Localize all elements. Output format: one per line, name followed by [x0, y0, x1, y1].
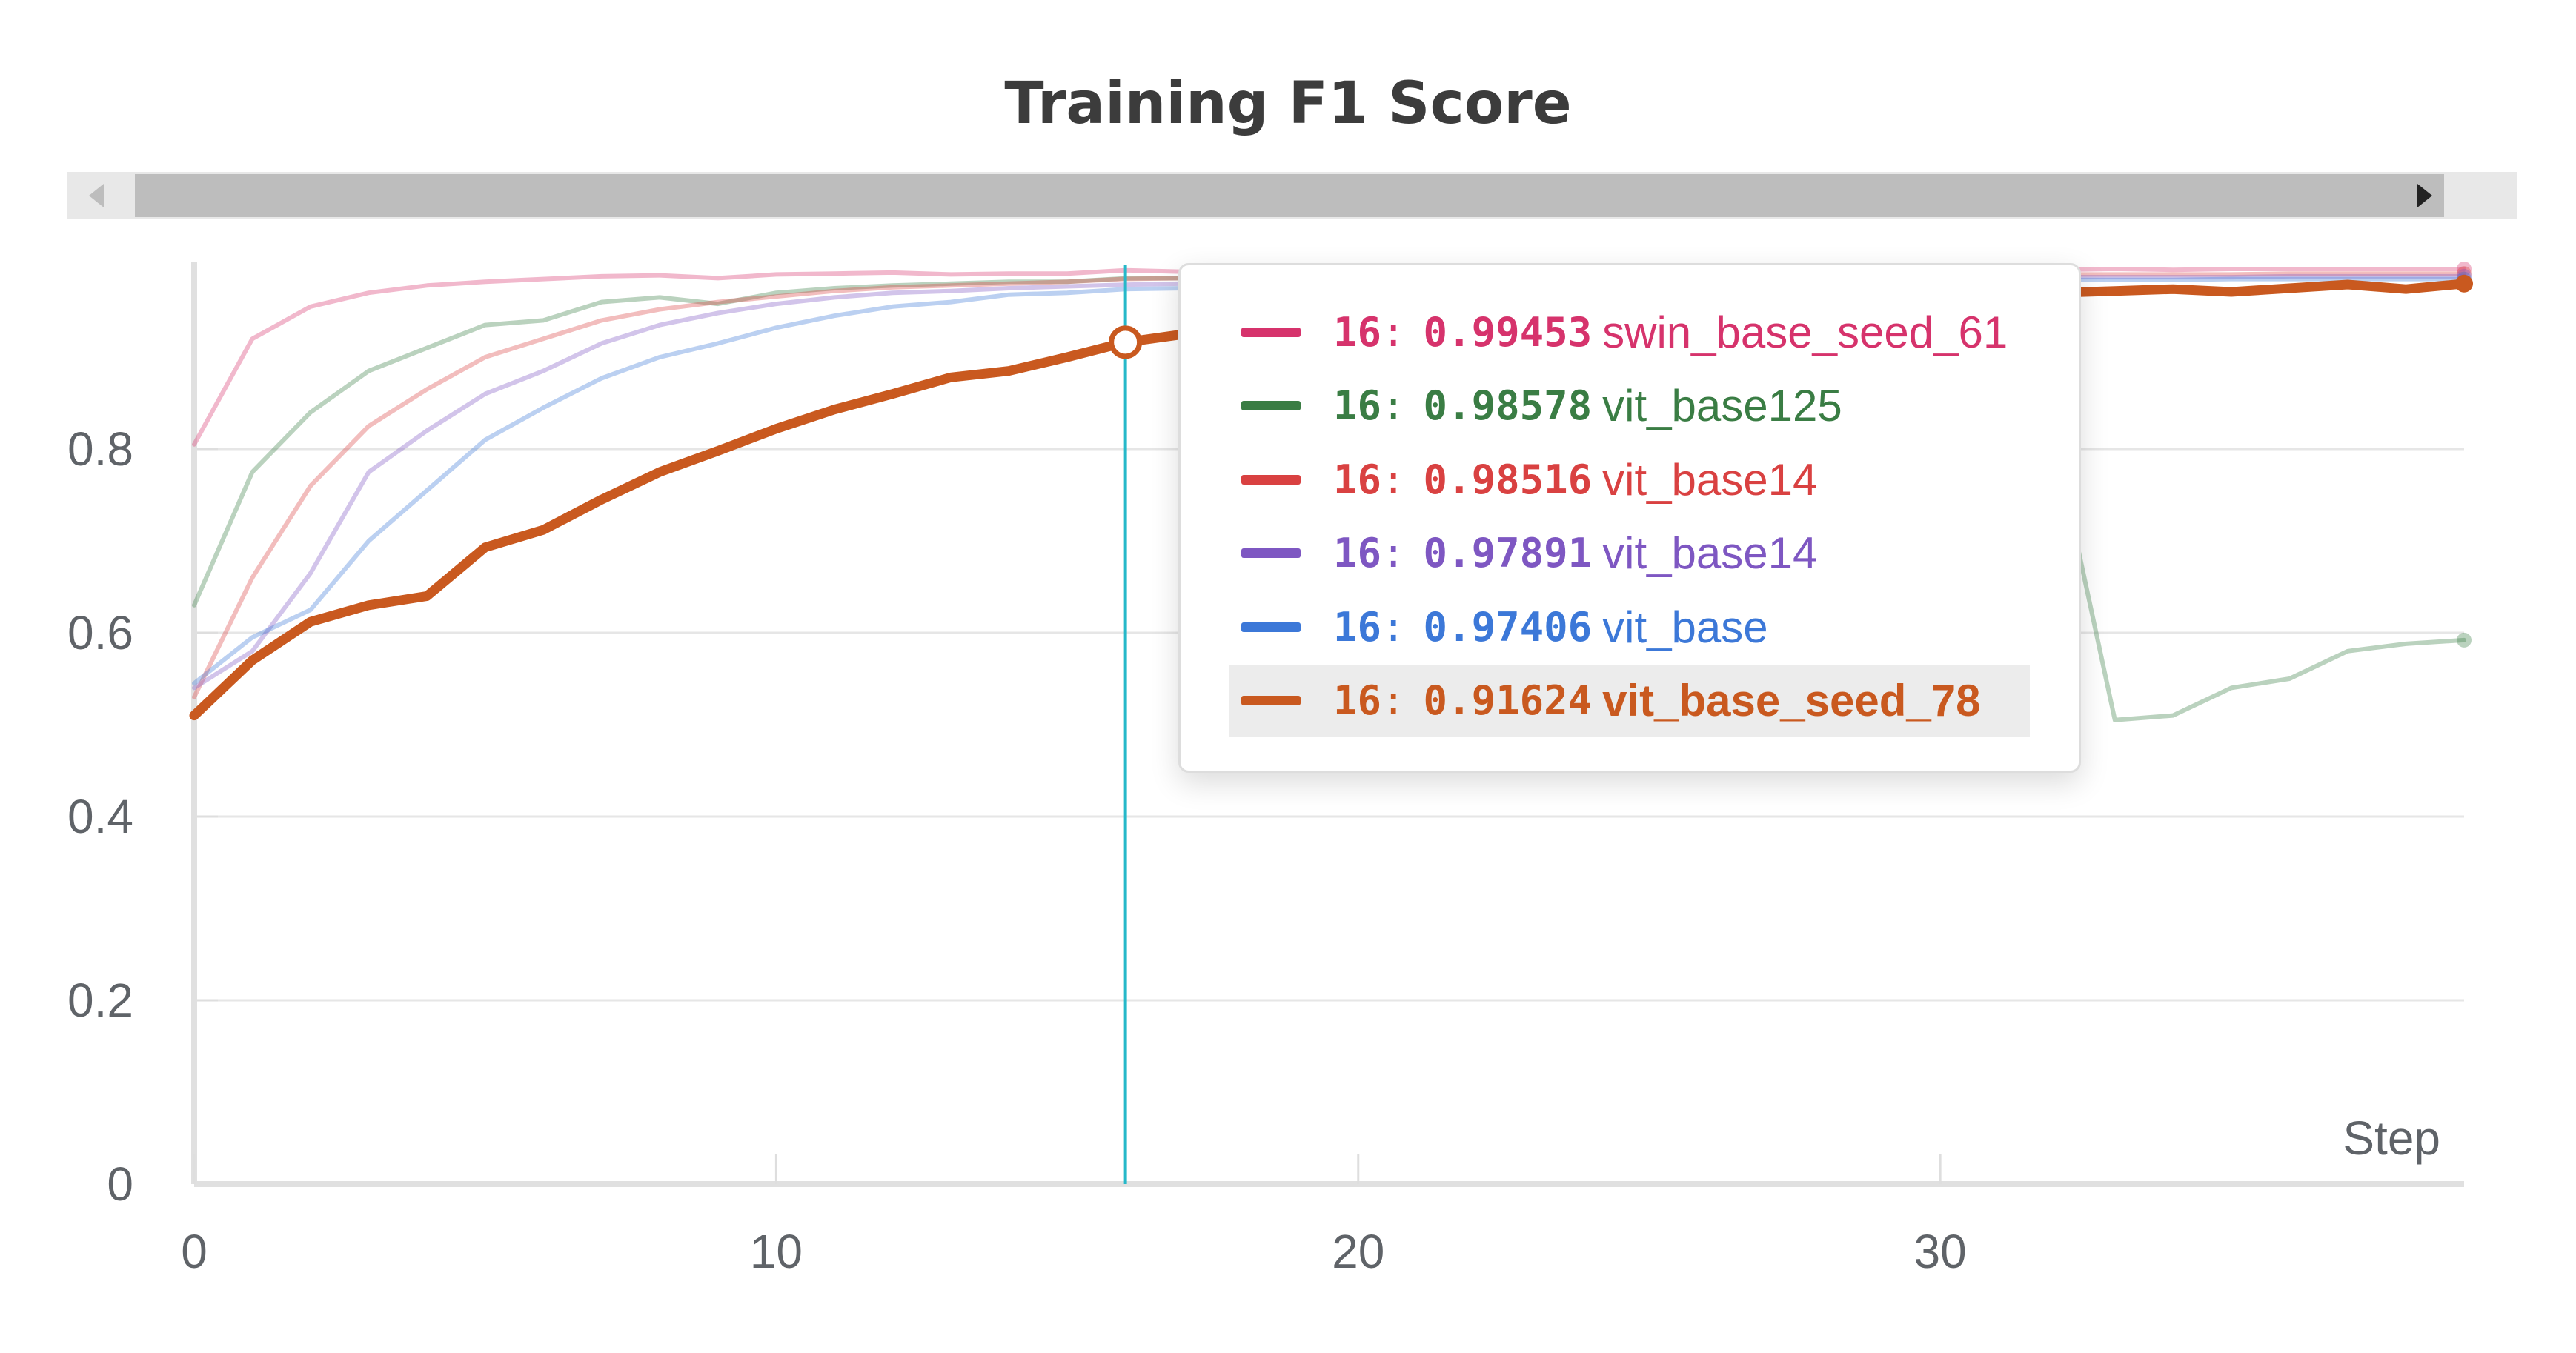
legend-swatch [1241, 622, 1301, 632]
y-tick-label: 0.2 [67, 974, 133, 1027]
tooltip-separator: : [1381, 530, 1406, 576]
tooltip-separator: : [1381, 308, 1406, 356]
y-tick-label: 0.4 [67, 790, 133, 843]
tooltip-series-name: vit_base [1602, 602, 1768, 652]
y-tick-label: 0.6 [67, 606, 133, 659]
tooltip-step: 16 [1333, 603, 1382, 651]
x-tick-label: 30 [1914, 1225, 1967, 1278]
hover-tooltip: 16:0.99453 swin_base_seed_61 16:0.98578 vit… [1178, 263, 2081, 773]
tooltip-separator: : [1381, 456, 1406, 503]
tooltip-step: 16 [1333, 530, 1382, 576]
tooltip-step: 16 [1333, 382, 1382, 429]
tooltip-row: 16:0.97406 vit_base [1229, 591, 2030, 662]
series-end-point [2455, 274, 2473, 293]
tooltip-row: 16:0.98578 vit_base125 [1229, 370, 2030, 442]
x-axis-label: Step [2343, 1111, 2440, 1165]
scroll-left-arrow-icon[interactable] [89, 184, 104, 207]
tooltip-step: 16 [1333, 456, 1382, 503]
tooltip-step: 16 [1333, 677, 1382, 724]
chart-title: Training F1 Score [1004, 70, 1572, 137]
tooltip-row: 16:0.98516 vit_base14 [1229, 444, 2030, 515]
x-tick-label: 10 [750, 1225, 803, 1278]
y-tick-label: 0 [107, 1157, 133, 1211]
tooltip-value: 0.98516 [1423, 456, 1593, 503]
x-tick-label: 0 [181, 1225, 208, 1278]
tooltip-series-name: vit_base_seed_78 [1602, 676, 1981, 725]
tooltip-value: 0.97891 [1423, 530, 1593, 576]
horizontal-scrollbar[interactable] [67, 172, 2517, 219]
tooltip-separator: : [1381, 382, 1406, 429]
tooltip-value: 0.91624 [1423, 677, 1593, 724]
scrollbar-thumb[interactable] [135, 174, 2444, 217]
tooltip-value: 0.97406 [1423, 603, 1593, 651]
tooltip-row: 16:0.91624 vit_base_seed_78 [1229, 665, 2030, 737]
scroll-right-arrow-icon[interactable] [2417, 184, 2432, 207]
tooltip-separator: : [1381, 677, 1406, 724]
x-tick-label: 20 [1332, 1225, 1384, 1278]
tooltip-series-name: vit_base14 [1602, 528, 1818, 578]
series-end-point [2457, 632, 2472, 648]
tooltip-separator: : [1381, 603, 1406, 651]
legend-swatch [1241, 401, 1301, 410]
legend-swatch [1241, 474, 1301, 485]
tooltip-value: 0.99453 [1423, 308, 1593, 356]
legend-swatch [1241, 548, 1301, 558]
y-tick-label: 0.8 [67, 422, 133, 476]
series-end-point [2457, 261, 2472, 276]
tooltip-value: 0.98578 [1423, 382, 1593, 429]
tooltip-row: 16:0.99453 swin_base_seed_61 [1229, 296, 2030, 368]
tooltip-series-name: swin_base_seed_61 [1602, 307, 2008, 357]
tooltip-series-name: vit_base125 [1602, 381, 1842, 430]
hover-point-marker [1109, 325, 1143, 359]
legend-swatch [1241, 327, 1301, 337]
legend-swatch [1241, 696, 1301, 705]
tooltip-step: 16 [1333, 308, 1382, 356]
tooltip-row: 16:0.97891 vit_base14 [1229, 518, 2030, 589]
tooltip-series-name: vit_base14 [1602, 454, 1818, 505]
